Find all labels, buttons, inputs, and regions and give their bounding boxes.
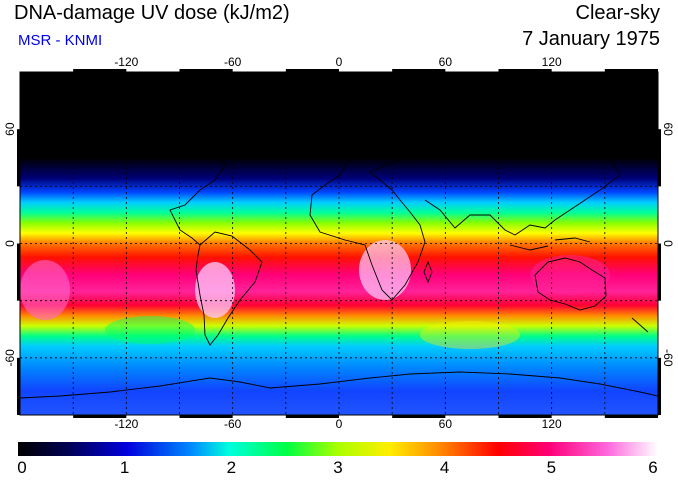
lon-tick-top: 120 xyxy=(542,55,562,69)
lon-tick-top: 60 xyxy=(439,55,453,69)
lon-tick-bottom: 0 xyxy=(336,417,343,431)
border-bar xyxy=(604,415,658,418)
lon-tick-top: 0 xyxy=(336,55,343,69)
map-title: DNA-damage UV dose (kJ/m2) xyxy=(14,2,290,24)
coast-asia xyxy=(369,134,621,236)
border-bar xyxy=(73,69,127,72)
border-bar xyxy=(392,415,446,418)
wave-south-2 xyxy=(420,321,520,349)
lat-tick-left: 60 xyxy=(3,122,17,136)
lat-tick-left: -60 xyxy=(3,349,17,367)
border-bar xyxy=(285,415,339,418)
lon-tick-top: -60 xyxy=(224,55,242,69)
border-bar xyxy=(17,243,20,301)
lon-tick-bottom: -60 xyxy=(224,417,242,431)
hotspot-south-america xyxy=(195,262,235,318)
coast-north-america xyxy=(39,127,226,246)
lon-tick-bottom: 60 xyxy=(439,417,453,431)
colorbar-tick-label: 5 xyxy=(546,458,557,477)
border-bar xyxy=(658,129,661,187)
border-bar xyxy=(658,243,661,301)
colorbar-tick-label: 0 xyxy=(17,458,27,477)
source-label: MSR - KNMI xyxy=(18,32,103,49)
border-bar xyxy=(179,69,233,72)
coast-australia xyxy=(534,257,607,311)
colorbar-tick-label: 1 xyxy=(119,458,130,477)
border-bar xyxy=(604,69,658,72)
colorbar xyxy=(18,442,658,456)
border-bar xyxy=(498,69,552,72)
coast-antarctica xyxy=(20,371,658,399)
lat-tick-left: 0 xyxy=(3,240,17,247)
border-bar xyxy=(17,357,20,415)
border-bar xyxy=(498,415,552,418)
lon-tick-top: -120 xyxy=(114,55,138,69)
lat-tick-right: -60 xyxy=(661,349,675,367)
hotspot-pacific xyxy=(20,260,70,320)
lat-tick-right: 60 xyxy=(661,122,675,136)
coast-new-zealand xyxy=(631,317,649,333)
lat-tick-right: 0 xyxy=(661,240,675,247)
coastlines xyxy=(20,127,658,399)
colorbar-tick-label: 3 xyxy=(333,458,343,477)
hotspot-australia xyxy=(530,255,610,295)
colorbar-tick-label: 2 xyxy=(226,458,237,477)
lon-tick-bottom: -120 xyxy=(114,417,138,431)
coast-europe-africa xyxy=(309,139,426,301)
hotspot-south-africa xyxy=(359,240,411,300)
coast-south-america xyxy=(195,231,263,346)
border-bar xyxy=(392,69,446,72)
border-bar xyxy=(179,415,233,418)
sky-condition-label: Clear-sky xyxy=(575,2,660,24)
colorbar-tick-label: 6 xyxy=(648,458,658,477)
wave-south-1 xyxy=(105,316,195,344)
colorbar-tick-label: 4 xyxy=(439,458,450,477)
border-bar xyxy=(658,357,661,415)
border-bar xyxy=(17,129,20,187)
tick-labels: -120 -120 -60 -60 0 0 60 60 120 120 60 60 0 0 -60 -60 xyxy=(3,55,675,431)
border-bar xyxy=(73,415,127,418)
coast-madagascar xyxy=(423,260,433,284)
map-border-bars xyxy=(17,69,661,418)
coast-indonesia xyxy=(509,237,591,251)
border-bar xyxy=(285,69,339,72)
graticule xyxy=(20,72,658,415)
date-label: 7 January 1975 xyxy=(522,28,660,50)
lon-tick-bottom: 120 xyxy=(542,417,562,431)
